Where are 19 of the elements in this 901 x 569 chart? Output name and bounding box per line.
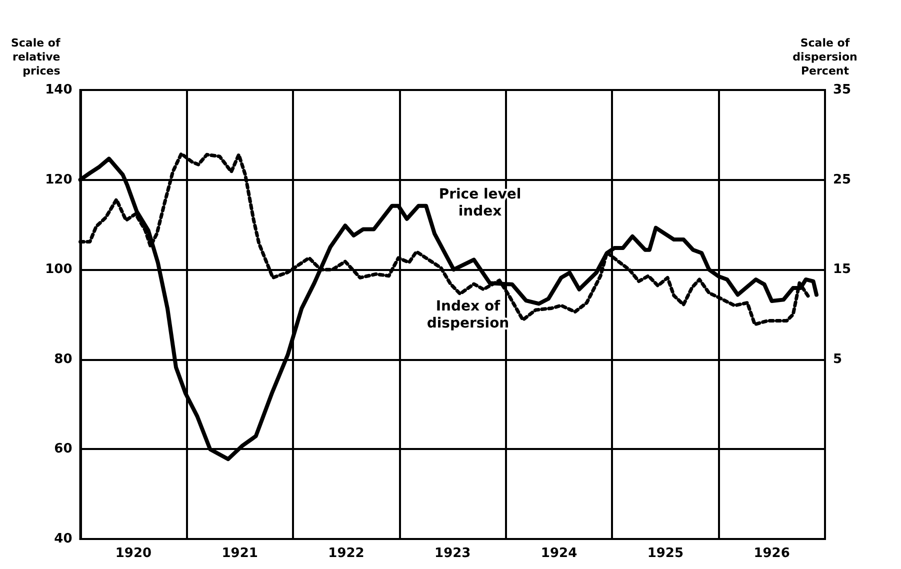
y-tick-label: 120 xyxy=(45,172,72,188)
x-tick-label: 1925 xyxy=(647,546,684,561)
y-tick-label: 80 xyxy=(54,352,72,367)
x-tick-label: 1920 xyxy=(115,546,152,561)
y-tick-label: 40 xyxy=(54,532,72,546)
y-axis-title: Scale of relative prices xyxy=(10,36,61,78)
y-tick-label: 100 xyxy=(45,262,72,278)
y2-tick-label: 35 xyxy=(833,82,852,98)
y-tick-label: 140 xyxy=(45,82,72,98)
x-tick-label: 1926 xyxy=(754,546,790,561)
y2-axis-title: Scale of dispersion Percent xyxy=(792,36,858,78)
y2-tick-label: 15 xyxy=(833,262,852,278)
y-tick-label: 60 xyxy=(54,442,72,457)
x-tick-label: 1923 xyxy=(434,546,471,561)
x-tick-label: 1921 xyxy=(222,546,258,561)
x-tick-label: 1924 xyxy=(540,546,578,561)
y2-tick-label: 5 xyxy=(833,352,842,367)
y2-tick-label: 25 xyxy=(833,172,852,188)
x-tick-label: 1922 xyxy=(328,546,364,561)
